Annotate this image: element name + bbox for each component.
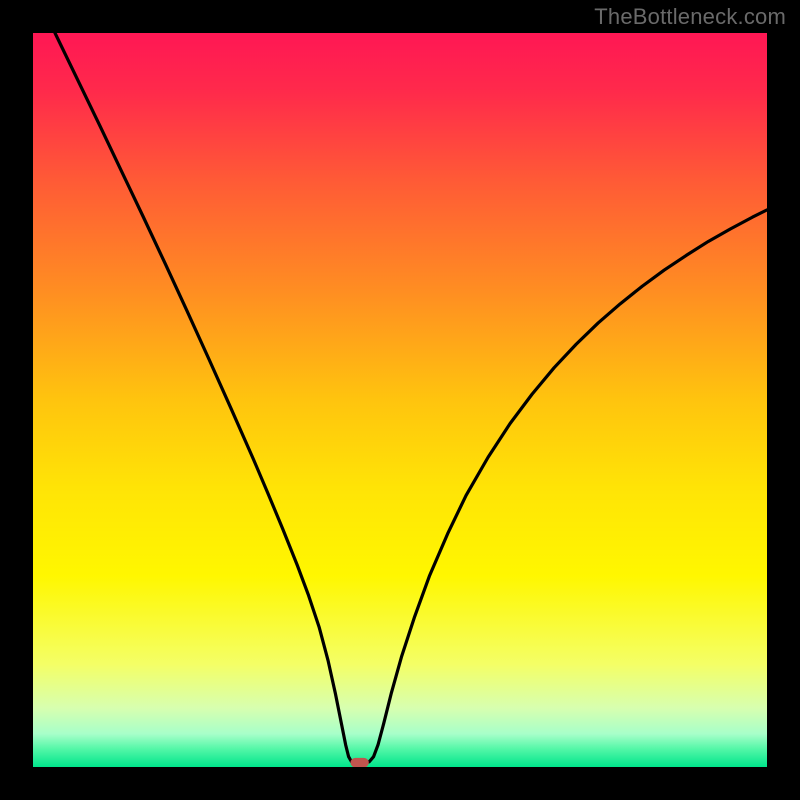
chart-container: { "meta": { "watermark": "TheBottleneck.… xyxy=(0,0,800,800)
optimal-marker xyxy=(350,758,368,767)
plot-area xyxy=(33,33,767,767)
watermark-text: TheBottleneck.com xyxy=(594,4,786,30)
chart-svg xyxy=(33,33,767,767)
